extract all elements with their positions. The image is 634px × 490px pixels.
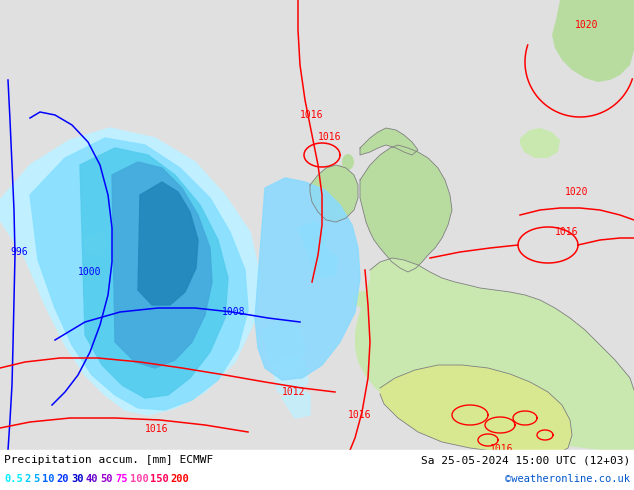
Polygon shape xyxy=(298,222,328,252)
Text: 40: 40 xyxy=(86,474,98,484)
Text: 150: 150 xyxy=(150,474,169,484)
Polygon shape xyxy=(552,0,634,82)
Polygon shape xyxy=(352,290,375,308)
Text: ©weatheronline.co.uk: ©weatheronline.co.uk xyxy=(505,474,630,484)
Polygon shape xyxy=(85,232,108,255)
Polygon shape xyxy=(340,176,348,188)
Text: 200: 200 xyxy=(171,474,189,484)
Polygon shape xyxy=(342,154,354,170)
Polygon shape xyxy=(380,365,572,455)
Polygon shape xyxy=(138,182,198,305)
Text: 1016: 1016 xyxy=(490,444,514,454)
Text: 1016: 1016 xyxy=(348,410,372,420)
Polygon shape xyxy=(308,248,338,278)
Text: 20: 20 xyxy=(56,474,69,484)
Polygon shape xyxy=(112,162,212,368)
Text: 0.5: 0.5 xyxy=(4,474,23,484)
Text: 1012: 1012 xyxy=(282,387,306,397)
Text: 10: 10 xyxy=(42,474,55,484)
Polygon shape xyxy=(80,148,228,398)
Text: 100: 100 xyxy=(129,474,148,484)
Polygon shape xyxy=(355,258,634,450)
Text: 50: 50 xyxy=(100,474,113,484)
Polygon shape xyxy=(335,165,345,179)
Bar xyxy=(0,450,634,490)
Polygon shape xyxy=(148,278,175,305)
Text: 1000: 1000 xyxy=(78,267,101,277)
Text: 1016: 1016 xyxy=(555,227,578,237)
Polygon shape xyxy=(272,355,308,398)
Text: 5: 5 xyxy=(33,474,39,484)
Text: 1008: 1008 xyxy=(222,307,245,317)
Text: 1016: 1016 xyxy=(145,424,169,434)
Polygon shape xyxy=(360,128,418,155)
Polygon shape xyxy=(0,128,260,415)
Text: Precipitation accum. [mm] ECMWF: Precipitation accum. [mm] ECMWF xyxy=(4,455,213,465)
Polygon shape xyxy=(360,145,452,272)
Text: 1016: 1016 xyxy=(318,132,342,142)
Polygon shape xyxy=(138,245,168,272)
Text: 1016: 1016 xyxy=(300,110,323,120)
Text: 75: 75 xyxy=(115,474,127,484)
Polygon shape xyxy=(520,128,560,158)
Polygon shape xyxy=(282,388,310,418)
Text: 1020: 1020 xyxy=(575,20,598,30)
Text: 30: 30 xyxy=(71,474,84,484)
Text: Sa 25-05-2024 15:00 UTC (12+03): Sa 25-05-2024 15:00 UTC (12+03) xyxy=(421,455,630,465)
Text: 2: 2 xyxy=(24,474,30,484)
Text: 996: 996 xyxy=(10,247,28,257)
Polygon shape xyxy=(255,178,360,380)
Polygon shape xyxy=(30,138,248,410)
Text: 1020: 1020 xyxy=(565,187,588,197)
Polygon shape xyxy=(310,165,358,222)
Polygon shape xyxy=(262,320,305,368)
